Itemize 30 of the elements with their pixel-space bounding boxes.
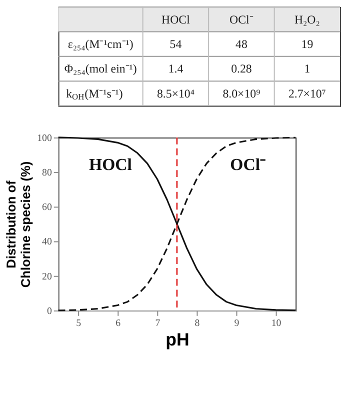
text: 1 [304, 62, 310, 76]
category-label: H₂O₂ [294, 12, 320, 26]
series-label: OCl⁻ [230, 155, 266, 174]
category-label: HOCl [162, 12, 191, 26]
x-tick-label: 9 [234, 318, 240, 329]
text: 8.0×10⁹ [222, 86, 260, 100]
y-tick-label: 80 [42, 168, 52, 179]
text: 48 [236, 37, 248, 52]
y-tick-label: 20 [42, 271, 52, 282]
y-axis-title: Distribution of Chlorine species (%) [3, 161, 34, 288]
y-tick-label: 60 [42, 202, 52, 214]
text: 54 [170, 37, 182, 52]
text: 1.4 [168, 62, 184, 76]
y-tick-label: 100 [37, 132, 52, 144]
x-axis-title: pH [166, 330, 190, 350]
y-tick-label: 0 [46, 306, 52, 317]
x-tick-label: 5 [76, 318, 82, 329]
x-tick-label: 8 [194, 318, 200, 329]
x-tick-label: 10 [271, 318, 282, 329]
text: 19 [301, 37, 314, 52]
text: 0.28 [231, 62, 252, 76]
y-tick-label: 40 [42, 236, 52, 248]
text: 2.7×10⁷ [288, 86, 326, 100]
category-label: ε₂₅₄(M⁻¹cm⁻¹) [68, 37, 134, 52]
category-label: Φ₂₅₄(mol ein⁻¹) [64, 62, 137, 76]
series-label: HOCl [89, 155, 132, 174]
x-tick-label: 6 [116, 318, 121, 329]
category-label: OCl⁻ [230, 12, 254, 26]
text: 8.5×10⁴ [156, 86, 194, 100]
x-tick-label: 7 [155, 318, 160, 329]
